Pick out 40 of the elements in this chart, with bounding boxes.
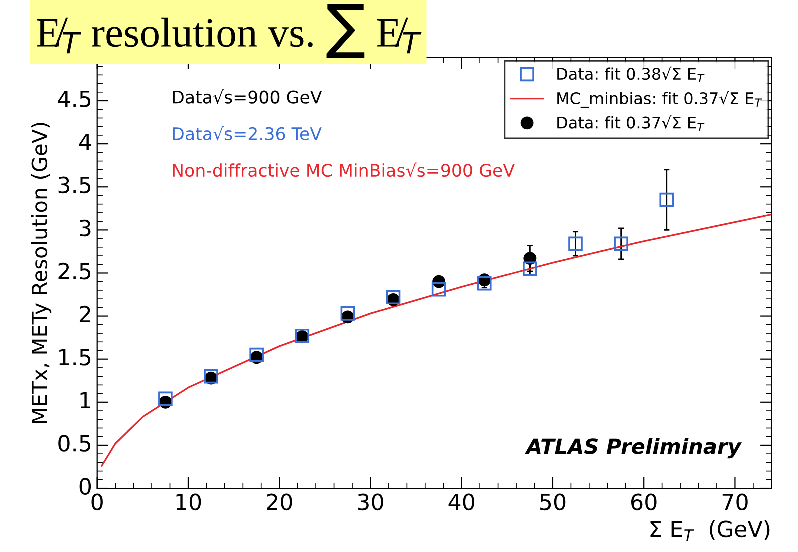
point (340, 306, 356, 321)
y-axis-title: METx, METy Resolution (GeV) (31, 123, 52, 424)
annotation: Data√s=2.36 TeV (173, 126, 322, 141)
chart-title: E̸$_{T}$ resolution vs. ∑ E̸$_{T}$ (37, 4, 422, 58)
legend-label: MC_minbias: fit 0.37√Σ E$_{T}$ (558, 91, 762, 108)
y-tick-label: 0 (80, 478, 92, 495)
y-tick-label: 4 (79, 134, 92, 150)
y-tick-label: 2 (80, 306, 90, 322)
y-tick-label: 4.5 (58, 90, 91, 108)
point (660, 192, 674, 208)
annotation: ATLAS Preliminary (525, 438, 742, 459)
y-tick-label: 1.5 (60, 349, 91, 366)
x-tick-label: 20 (267, 494, 292, 511)
point (477, 276, 492, 291)
y-tick-label: 0.5 (58, 435, 91, 452)
line-series (101, 214, 772, 467)
y-tick-label: 3 (80, 220, 91, 237)
x-tick-label: 40 (448, 494, 475, 511)
x-tick-label: 0 (92, 494, 103, 511)
y-tick-label: 1 (80, 392, 90, 409)
y-tick-label: 3.5 (58, 176, 91, 194)
point (158, 392, 173, 406)
point (523, 262, 538, 276)
legend-label: Data: fit 0.37√Σ E$_{T}$ (558, 116, 705, 132)
point (568, 236, 583, 252)
annotation: Non-diffractive MC MinBias√s=900 GeV (173, 162, 515, 178)
legend-label: Data: fit 0.38√Σ E$_{T}$ (558, 66, 705, 83)
y-tick-label: 2.5 (58, 262, 91, 280)
x-tick-label: 60 (632, 494, 657, 511)
point (386, 290, 401, 305)
x-tick-label: 70 (722, 494, 748, 511)
annotation: Data√s=900 GeV (173, 90, 322, 104)
point (250, 348, 264, 362)
point (204, 369, 218, 384)
point (432, 282, 446, 297)
point (614, 236, 628, 252)
x-tick-label: 10 (176, 494, 202, 511)
x-tick-label: 30 (358, 494, 384, 511)
x-tick-label: 50 (540, 494, 566, 511)
x-axis-title: Σ E$_{T}$ (GeV) (650, 520, 770, 541)
